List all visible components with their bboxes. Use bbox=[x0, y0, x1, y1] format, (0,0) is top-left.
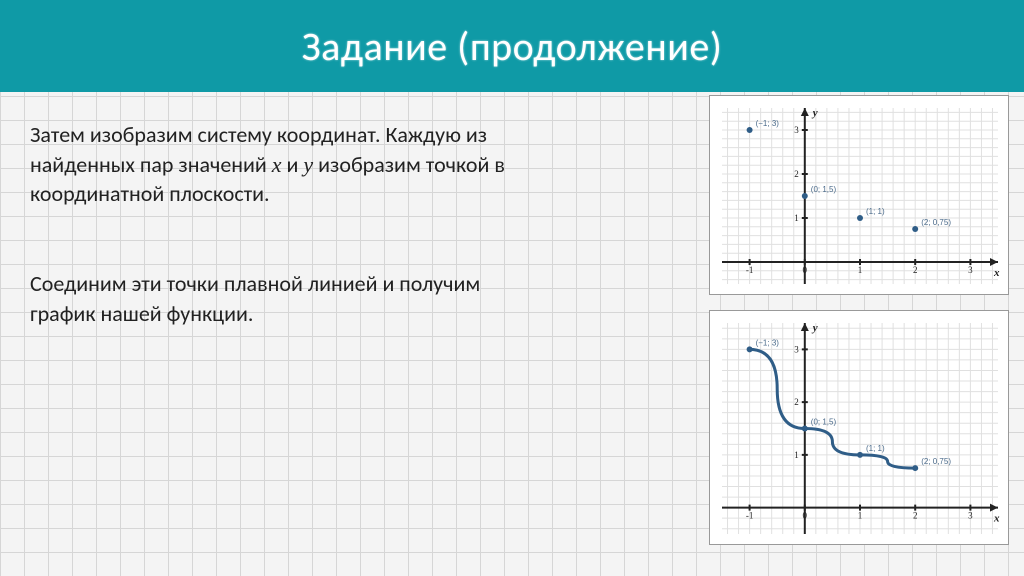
svg-text:y: y bbox=[811, 107, 818, 119]
p1-and: и bbox=[282, 151, 304, 178]
svg-text:2: 2 bbox=[913, 265, 918, 275]
svg-text:(2; 0,75): (2; 0,75) bbox=[921, 218, 951, 227]
svg-text:2: 2 bbox=[794, 397, 799, 407]
p1-x: x bbox=[272, 152, 282, 177]
curve-chart: -1 0 1 2 3 1 2 3 x y (−1; 3) (0; 1,5) (1; 1) (2; 0,75… bbox=[709, 310, 1009, 545]
svg-text:x: x bbox=[993, 513, 1000, 525]
paragraph-1: Затем изобразим систему координат. Кажду… bbox=[30, 120, 550, 209]
slide-title: Задание (продолжение) bbox=[302, 22, 723, 71]
svg-text:-1: -1 bbox=[746, 511, 754, 521]
svg-text:(−1; 3): (−1; 3) bbox=[756, 119, 780, 128]
title-bar: Задание (продолжение) bbox=[0, 0, 1024, 92]
svg-text:x: x bbox=[993, 267, 1000, 279]
svg-text:(1; 1): (1; 1) bbox=[866, 207, 885, 216]
svg-text:3: 3 bbox=[794, 344, 799, 354]
svg-text:1: 1 bbox=[794, 450, 799, 460]
svg-text:(2; 0,75): (2; 0,75) bbox=[921, 457, 951, 466]
body-text: Затем изобразим систему координат. Кажду… bbox=[30, 120, 550, 388]
slide: Задание (продолжение) Затем изобразим си… bbox=[0, 0, 1024, 576]
svg-text:(0; 1,5): (0; 1,5) bbox=[811, 418, 837, 427]
svg-text:0: 0 bbox=[803, 265, 808, 275]
svg-text:1: 1 bbox=[858, 511, 863, 521]
curve-chart-svg: -1 0 1 2 3 1 2 3 x y (−1; 3) (0; 1,5) (1; 1) (2; 0,75… bbox=[710, 311, 1010, 546]
scatter-chart: -1 0 1 2 3 1 2 3 x y (−1; 3) (0; 1,5) (1; 1) (2; 0,75… bbox=[709, 95, 1009, 295]
svg-text:(0; 1,5): (0; 1,5) bbox=[811, 185, 837, 194]
svg-text:3: 3 bbox=[968, 511, 973, 521]
scatter-chart-svg: -1 0 1 2 3 1 2 3 x y (−1; 3) (0; 1,5) (1; 1) (2; 0,75… bbox=[710, 96, 1010, 296]
svg-text:(−1; 3): (−1; 3) bbox=[756, 338, 780, 347]
svg-text:3: 3 bbox=[794, 125, 799, 135]
svg-text:2: 2 bbox=[913, 511, 918, 521]
svg-text:0: 0 bbox=[803, 511, 808, 521]
svg-text:(1; 1): (1; 1) bbox=[866, 444, 885, 453]
svg-text:3: 3 bbox=[968, 265, 973, 275]
p1-y: y bbox=[303, 152, 313, 177]
svg-text:1: 1 bbox=[794, 213, 799, 223]
svg-text:y: y bbox=[811, 322, 818, 334]
svg-text:2: 2 bbox=[794, 169, 799, 179]
svg-text:1: 1 bbox=[858, 265, 863, 275]
paragraph-2: Соединим эти точки плавной линией и полу… bbox=[30, 269, 550, 328]
svg-text:-1: -1 bbox=[746, 265, 754, 275]
